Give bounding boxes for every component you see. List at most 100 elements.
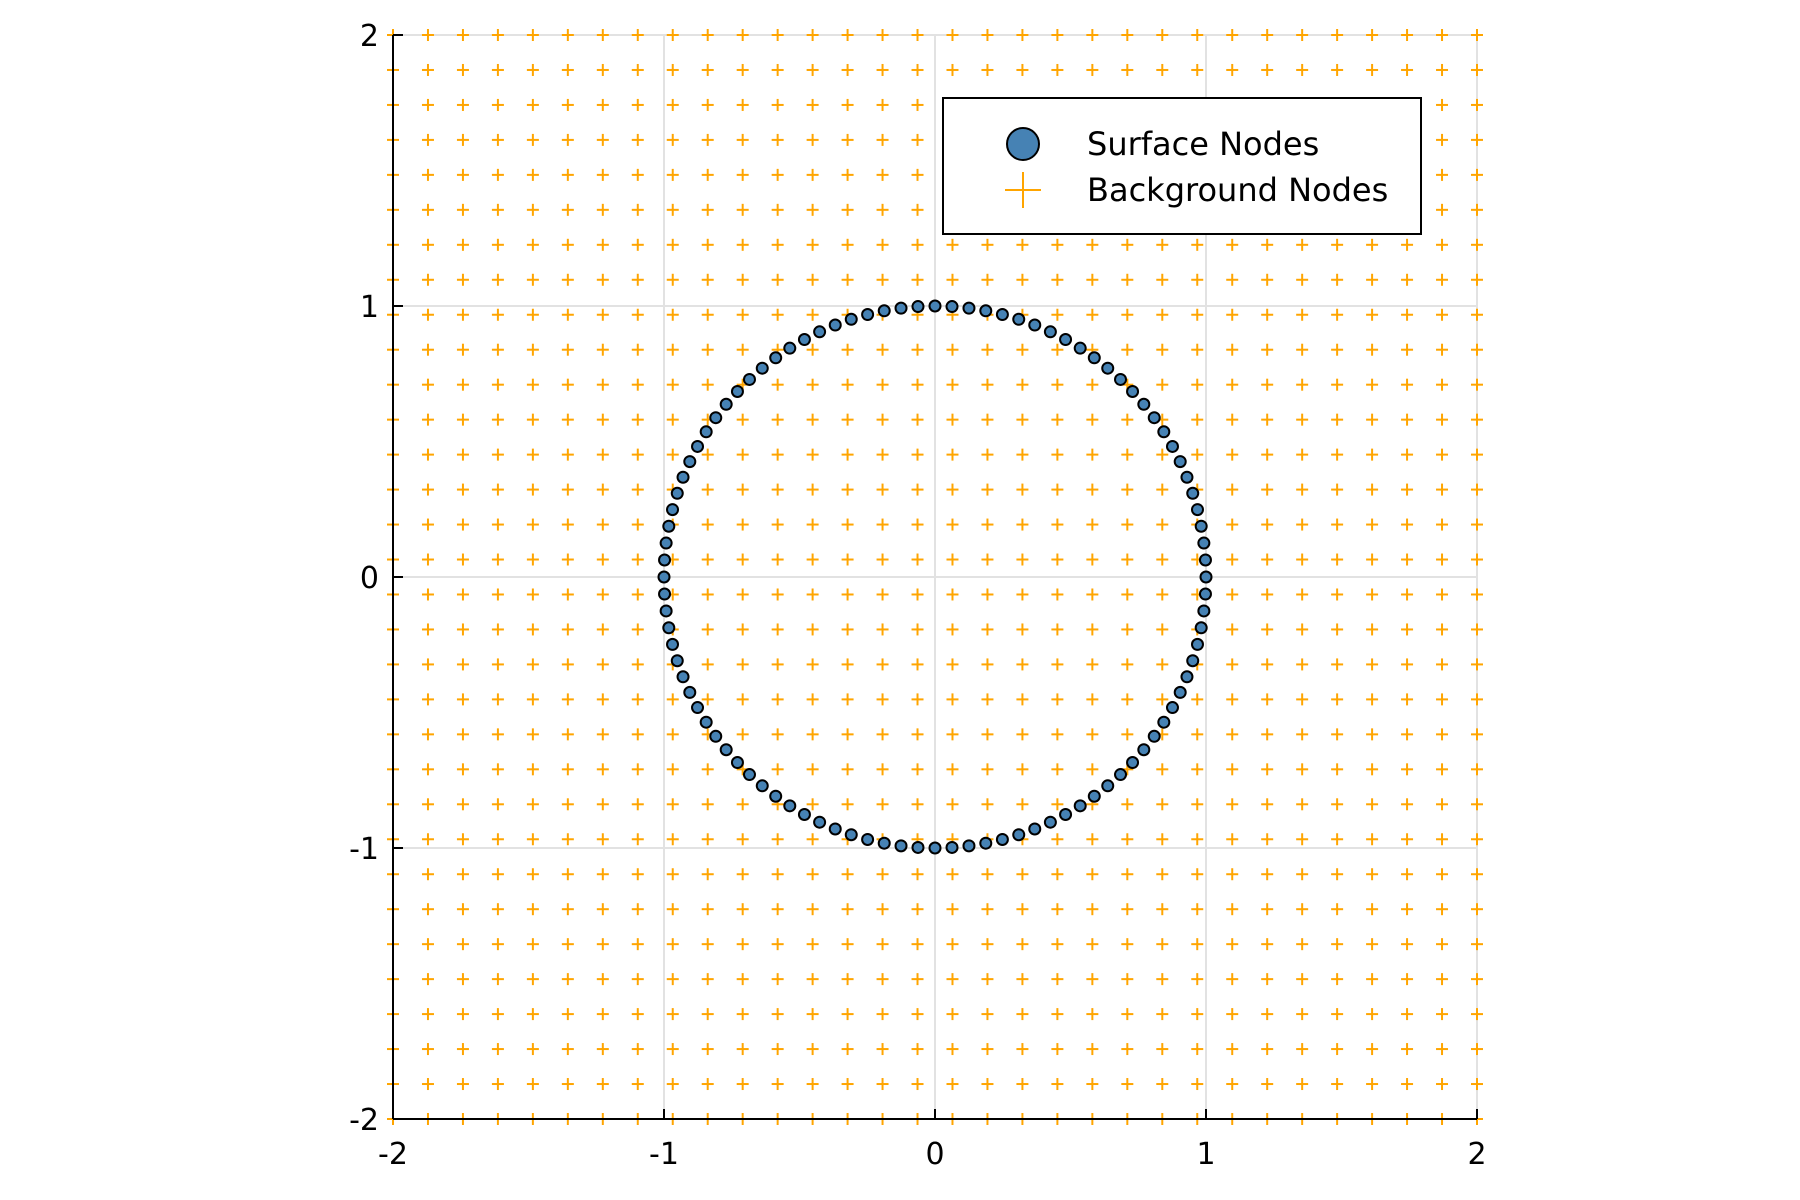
background-node (1331, 553, 1344, 566)
background-node (1156, 1043, 1169, 1056)
background-node (1436, 63, 1449, 76)
background-node (1436, 378, 1449, 391)
background-node (1331, 588, 1344, 601)
background-node (1436, 938, 1449, 951)
background-node (806, 168, 819, 181)
background-node (1471, 168, 1483, 181)
background-node (841, 658, 854, 671)
background-node (1051, 798, 1064, 811)
background-node (1436, 413, 1449, 426)
background-node (911, 973, 924, 986)
background-node (981, 413, 994, 426)
background-node (1226, 693, 1239, 706)
background-node (421, 833, 434, 846)
background-node (841, 553, 854, 566)
background-node (421, 728, 434, 741)
background-node (736, 168, 749, 181)
y-tick-label: 0 (360, 561, 379, 596)
background-node (736, 973, 749, 986)
surface-node (1186, 486, 1200, 500)
background-node (596, 553, 609, 566)
background-node (631, 833, 644, 846)
background-node (1086, 693, 1099, 706)
background-node (1226, 938, 1239, 951)
background-node (596, 938, 609, 951)
background-node (491, 343, 504, 356)
background-node (701, 693, 714, 706)
background-node (456, 518, 469, 531)
background-node (631, 343, 644, 356)
legend: Surface Nodes Background Nodes (942, 97, 1422, 235)
background-node (911, 763, 924, 776)
background-node (876, 1043, 889, 1056)
background-node (946, 938, 959, 951)
surface-node (962, 839, 976, 853)
background-node (1366, 413, 1379, 426)
background-node (1156, 588, 1169, 601)
background-node (491, 308, 504, 321)
background-node (1401, 1008, 1414, 1021)
surface-node (894, 301, 908, 315)
background-node (1121, 413, 1134, 426)
background-node (1261, 378, 1274, 391)
background-node (701, 448, 714, 461)
background-node (631, 868, 644, 881)
background-node (841, 63, 854, 76)
background-node (561, 518, 574, 531)
surface-node (1190, 503, 1204, 517)
background-node (526, 1043, 539, 1056)
surface-node (1028, 822, 1042, 836)
background-node (1086, 448, 1099, 461)
background-node (1261, 693, 1274, 706)
background-node (841, 1008, 854, 1021)
background-node (456, 483, 469, 496)
background-node (806, 938, 819, 951)
background-node (1296, 1078, 1309, 1091)
background-node (456, 938, 469, 951)
background-node (666, 1078, 679, 1091)
surface-node (659, 536, 673, 550)
background-node (911, 903, 924, 916)
background-node (596, 973, 609, 986)
background-node (771, 29, 784, 41)
background-node (561, 98, 574, 111)
background-node (1401, 343, 1414, 356)
background-node (876, 378, 889, 391)
background-node (771, 1043, 784, 1056)
background-node (1471, 343, 1483, 356)
background-node (806, 29, 819, 41)
background-node (736, 1043, 749, 1056)
background-node (736, 938, 749, 951)
surface-node (828, 822, 842, 836)
background-node (981, 238, 994, 251)
background-node (1156, 483, 1169, 496)
background-node (421, 343, 434, 356)
background-node (491, 938, 504, 951)
legend-background-marker (1005, 172, 1041, 208)
background-node (1016, 29, 1029, 41)
background-node (1261, 63, 1274, 76)
background-node (876, 658, 889, 671)
surface-node (1043, 325, 1057, 339)
background-node (1191, 1078, 1204, 1091)
background-node (1156, 973, 1169, 986)
background-node (1331, 63, 1344, 76)
background-node (876, 343, 889, 356)
x-tick-label: 2 (1467, 1137, 1486, 1172)
background-node (1401, 1043, 1414, 1056)
background-node (1016, 518, 1029, 531)
background-node (1366, 308, 1379, 321)
background-node (946, 763, 959, 776)
background-node (421, 693, 434, 706)
background-node (456, 29, 469, 41)
background-node (526, 343, 539, 356)
background-node (1086, 1078, 1099, 1091)
background-node (1156, 938, 1169, 951)
background-node (1051, 29, 1064, 41)
background-node (1156, 1078, 1169, 1091)
background-node (631, 623, 644, 636)
background-node (1191, 903, 1204, 916)
background-node (701, 1008, 714, 1021)
background-node (666, 98, 679, 111)
background-node (1016, 763, 1029, 776)
